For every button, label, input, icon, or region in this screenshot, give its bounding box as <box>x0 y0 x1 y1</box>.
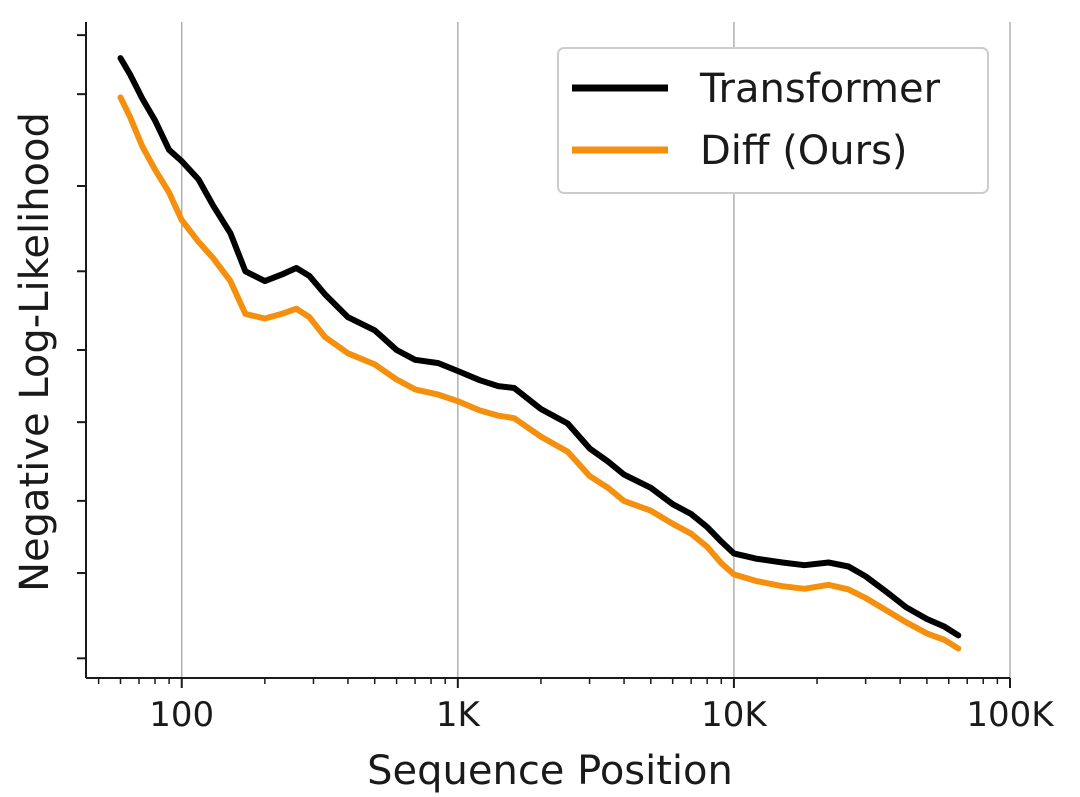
x-axis-label: Sequence Position <box>367 748 733 794</box>
legend-label-diff: Diff (Ours) <box>700 128 908 174</box>
x-tick-label-2: 10K <box>701 695 768 735</box>
x-tick-label-3: 100K <box>966 695 1055 735</box>
legend: Transformer Diff (Ours) <box>557 47 989 194</box>
ticks-layer: 100 1K 10K 100K <box>77 34 1055 735</box>
legend-label-transformer: Transformer <box>699 66 941 112</box>
series-layer <box>117 55 962 652</box>
y-axis-label: Negative Log-Likelihood <box>12 112 58 592</box>
series-line-transformer <box>117 55 962 639</box>
legend-frame <box>557 47 989 194</box>
x-tick-label-0: 100 <box>149 695 214 735</box>
x-tick-label-1: 1K <box>436 695 482 735</box>
series-line-diff-ours <box>117 94 962 652</box>
